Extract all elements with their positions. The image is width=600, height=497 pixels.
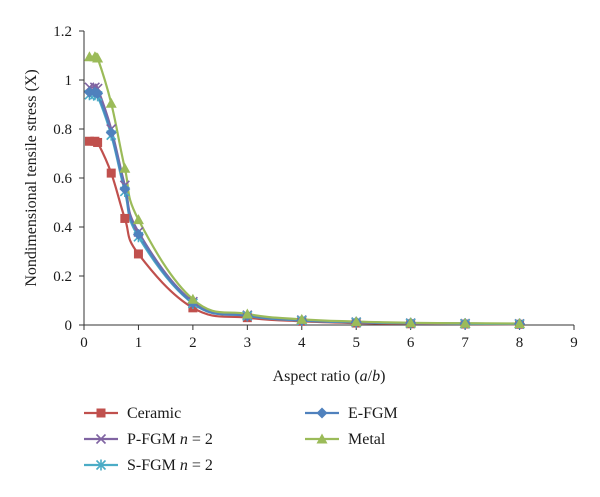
data-point-series-5 xyxy=(459,317,471,328)
data-point-series-1 xyxy=(120,213,130,223)
legend-item: S-FGM n = 2 xyxy=(84,457,213,474)
legend-item: Metal xyxy=(305,431,386,448)
data-point-series-5 xyxy=(241,308,253,319)
legend-label-part: = 2 xyxy=(188,457,213,474)
data-point-series-5 xyxy=(350,316,362,327)
legend-label-part: = 2 xyxy=(188,431,213,448)
legend-label: Ceramic xyxy=(127,405,181,422)
x-tick-label: 1 xyxy=(135,335,143,351)
legend-swatch-marker xyxy=(95,459,107,471)
legend-label-part: Metal xyxy=(348,431,386,448)
x-axis-title-part: a xyxy=(360,368,368,385)
y-tick-label: 0 xyxy=(65,318,73,334)
data-point-series-5 xyxy=(514,318,526,329)
x-tick-label: 0 xyxy=(80,335,88,351)
data-point-series-4 xyxy=(92,87,104,99)
y-axis-title: Nondimensional tensile stress (X) xyxy=(23,69,40,286)
data-point-series-4 xyxy=(119,183,131,195)
legend-label: Metal xyxy=(348,431,386,448)
data-point-series-4 xyxy=(132,228,144,240)
y-tick-label: 0.6 xyxy=(53,171,72,187)
series-line-5 xyxy=(89,52,520,325)
series-line-2 xyxy=(89,83,520,325)
y-tick-label: 0.4 xyxy=(53,220,72,236)
data-point-series-5 xyxy=(405,317,417,328)
x-tick-label: 9 xyxy=(570,335,578,351)
y-tick-label: 0.8 xyxy=(53,122,72,138)
data-point-series-1 xyxy=(106,168,116,178)
y-tick-label: 1 xyxy=(65,73,73,89)
data-point-series-5 xyxy=(92,52,104,63)
legend-label-part: P-FGM xyxy=(127,431,180,448)
series-line-3 xyxy=(89,90,520,326)
x-ticks: 0 1 2 3 4 5 6 7 8 9 xyxy=(80,325,578,351)
legend-swatch-marker xyxy=(316,433,328,444)
data-point-series-4 xyxy=(105,127,117,139)
x-axis-title-part: ) xyxy=(380,368,385,385)
data-point-series-5 xyxy=(132,214,144,225)
y-tick-label: 0.2 xyxy=(53,269,72,285)
x-tick-label: 7 xyxy=(461,335,469,351)
legend-label-part: n xyxy=(180,457,188,474)
legend-label: P-FGM n = 2 xyxy=(127,431,213,448)
data-point-series-5 xyxy=(105,97,117,108)
x-tick-label: 6 xyxy=(407,335,415,351)
y-tick-label: 1.2 xyxy=(53,24,72,40)
data-point-series-5 xyxy=(187,293,199,304)
legend-label-part: E-FGM xyxy=(348,405,398,422)
series-line-4 xyxy=(89,88,520,325)
legend-item: E-FGM xyxy=(305,405,398,422)
data-point-series-1 xyxy=(84,136,94,146)
x-tick-label: 5 xyxy=(352,335,360,351)
legend-label-part: Ceramic xyxy=(127,405,181,422)
legend-swatch-marker xyxy=(96,408,106,418)
x-tick-label: 3 xyxy=(244,335,252,351)
legend-label-part: S-FGM xyxy=(127,457,180,474)
legend-item: P-FGM n = 2 xyxy=(84,431,213,448)
chart-axes xyxy=(83,31,574,326)
legend-swatch-marker xyxy=(316,407,328,419)
x-axis-title-part: b xyxy=(372,368,380,385)
x-axis-title-part: / xyxy=(368,368,373,385)
x-tick-label: 8 xyxy=(516,335,524,351)
y-ticks: 0 0.2 0.4 0.6 0.8 1 1.2 xyxy=(53,24,84,334)
legend-swatch-marker xyxy=(95,433,107,445)
legend-label-part: n xyxy=(180,431,188,448)
data-point-series-1 xyxy=(93,137,103,147)
x-tick-label: 4 xyxy=(298,335,306,351)
series-lines xyxy=(89,52,520,326)
data-point-series-5 xyxy=(119,162,131,173)
x-axis-title-part: Aspect ratio ( xyxy=(273,368,360,385)
x-tick-label: 2 xyxy=(189,335,197,351)
legend-label: S-FGM n = 2 xyxy=(127,457,213,474)
data-point-series-1 xyxy=(133,249,143,259)
data-point-series-5 xyxy=(296,313,308,324)
series-markers xyxy=(83,51,526,330)
legend-item: Ceramic xyxy=(84,405,181,422)
legend-label: E-FGM xyxy=(348,405,398,422)
series-line-1 xyxy=(89,138,520,326)
x-axis-title: Aspect ratio (a/b) xyxy=(273,368,386,385)
